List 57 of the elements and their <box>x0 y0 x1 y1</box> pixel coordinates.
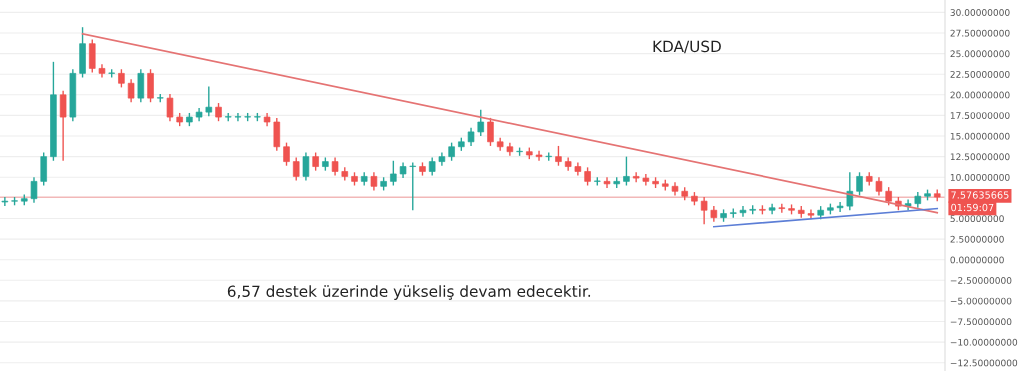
candlestick <box>205 85 213 117</box>
y-tick-label: 20.00000000 <box>950 91 1010 99</box>
y-tick-label: −5.00000000 <box>950 297 1012 305</box>
candlestick <box>448 141 455 162</box>
y-tick-label: 15.00000000 <box>950 132 1010 140</box>
y-tick-label: 30.00000000 <box>950 9 1010 16</box>
candlestick <box>409 161 417 211</box>
y-tick-label: 25.00000000 <box>950 50 1010 58</box>
candlestick <box>118 68 125 89</box>
y-tick-label: 2.50000000 <box>950 235 1004 243</box>
candlestick <box>623 155 630 187</box>
candlestick <box>875 176 883 197</box>
candlestick <box>390 160 397 187</box>
y-tick-label: −10.00000000 <box>950 338 1018 346</box>
y-tick-label: 5.00000000 <box>950 215 1004 223</box>
text: 01:59:07 <box>951 203 994 212</box>
candlestick <box>234 112 242 122</box>
candlestick <box>292 156 300 182</box>
y-tick-label: −2.50000000 <box>950 277 1012 284</box>
candlestick <box>778 202 786 214</box>
annotation: 6,57 destek üzerinde yükseliş devam edecektir. <box>227 285 591 300</box>
candlestick <box>555 145 562 167</box>
candlestick <box>127 78 135 103</box>
candlestick <box>856 171 863 197</box>
candlestick <box>700 196 708 225</box>
candlestick <box>30 176 38 204</box>
candlestick <box>632 171 640 183</box>
y-tick-label: −12.50000000 <box>950 359 1018 367</box>
ref-line-label: 7.57635665 <box>951 191 1009 199</box>
y-tick-label: 27.50000000 <box>950 29 1010 37</box>
y-tick-label: 0.00000000 <box>950 256 1004 264</box>
candlestick <box>166 93 174 122</box>
candlestick <box>331 156 339 177</box>
candlestick <box>467 127 475 147</box>
candlestick <box>312 151 319 172</box>
candlestick <box>603 176 611 189</box>
candlestick <box>739 205 747 218</box>
candlestick <box>1 196 9 207</box>
candlestick <box>215 102 222 122</box>
candlestick <box>836 201 844 213</box>
candlestick <box>428 156 436 177</box>
candlestick <box>885 186 892 206</box>
y-tick-label: 12.50000000 <box>950 153 1010 161</box>
candlestick <box>59 89 67 162</box>
candlestick <box>584 166 591 187</box>
y-tick-label: 17.50000000 <box>950 112 1010 119</box>
candlestick <box>302 151 310 182</box>
candlestick <box>477 108 485 137</box>
y-tick-label: −7.50000000 <box>950 318 1012 326</box>
candlestick <box>370 171 378 192</box>
y-tick-label: 22.50000000 <box>950 70 1010 78</box>
candlestick <box>846 171 854 211</box>
text: KDA/USD <box>653 40 721 54</box>
y-tick-label: 10.00000000 <box>950 173 1010 181</box>
candlestick <box>283 141 290 167</box>
candlestick <box>487 117 494 147</box>
candlestick <box>535 150 543 162</box>
